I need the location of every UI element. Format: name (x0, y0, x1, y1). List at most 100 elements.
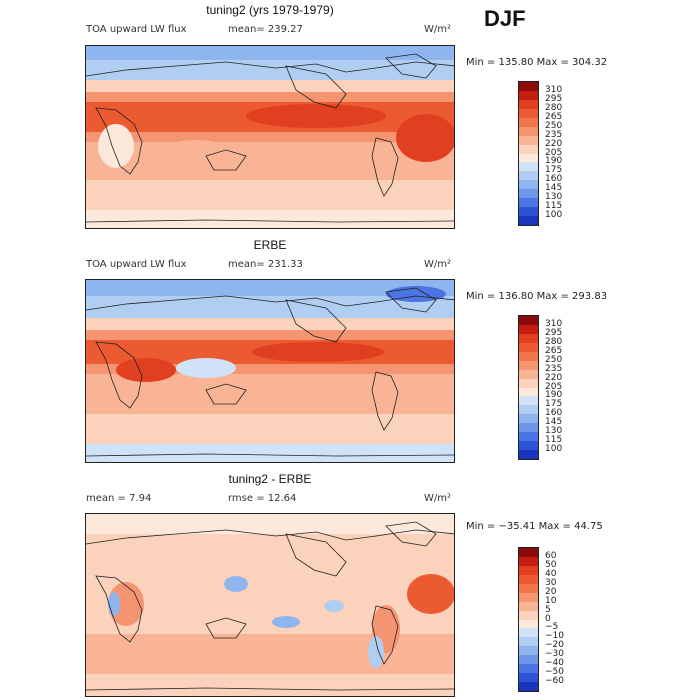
colorbar-segment (519, 574, 538, 584)
colorbar-tick-label: 250 (545, 354, 563, 365)
panel-1-title: tuning2 (yrs 1979-1979) (206, 3, 334, 17)
colorbar-tick-label: −60 (545, 676, 564, 687)
colorbar-segment (519, 126, 538, 136)
colorbar-segment (519, 673, 538, 683)
colorbar-tick-label: −20 (545, 640, 564, 651)
panel-2-map (85, 279, 455, 463)
colorbar-tick-label: 205 (545, 381, 563, 392)
colorbar-tick-label: 100 (545, 210, 563, 221)
season-label: DJF (484, 6, 526, 31)
colorbar-segment (519, 82, 538, 91)
colorbar-tick-label: 100 (545, 444, 563, 455)
colorbar-segment (519, 144, 538, 154)
panel-2-title: ERBE (253, 238, 287, 252)
panel-3-units: W/m² (424, 493, 452, 504)
colorbar-segment (519, 378, 538, 388)
panel-3-colorbar (518, 547, 539, 692)
colorbar-tick-label: 115 (545, 201, 563, 212)
colorbar-tick-label: −30 (545, 649, 564, 660)
colorbar-tick-label: 310 (545, 84, 563, 95)
colorbar-tick-label: 50 (545, 559, 557, 570)
colorbar-segment (519, 108, 538, 118)
panel-3-title: tuning2 - ERBE (228, 472, 312, 486)
colorbar-tick-label: −40 (545, 658, 564, 669)
colorbar-segment (519, 387, 538, 397)
panel-2-map-field (86, 280, 454, 462)
panel-2-variable-label: TOA upward LW flux (86, 259, 187, 270)
panel-2-minmax: Min = 136.80 Max = 293.83 (466, 291, 608, 302)
colorbar-tick-label: 160 (545, 408, 563, 419)
colorbar-tick-label: 130 (545, 192, 563, 203)
colorbar-tick-label: 175 (545, 399, 563, 410)
panel-1-map (85, 45, 455, 229)
colorbar-segment (519, 682, 538, 691)
colorbar-segment (519, 99, 538, 109)
colorbar-segment (519, 351, 538, 361)
colorbar-tick-label: 220 (545, 138, 563, 149)
colorbar-segment (519, 153, 538, 163)
colorbar-segment (519, 610, 538, 620)
colorbar-segment (519, 414, 538, 424)
panel-1-colorbar (518, 81, 539, 226)
colorbar-tick-label: 220 (545, 372, 563, 383)
colorbar-tick-label: 30 (545, 577, 557, 588)
colorbar-segment (519, 601, 538, 611)
colorbar-segment (519, 548, 538, 557)
colorbar-segment (519, 441, 538, 451)
panel-2-colorbar (518, 315, 539, 460)
colorbar-segment (519, 117, 538, 127)
colorbar-tick-label: 190 (545, 390, 563, 401)
colorbar-segment (519, 423, 538, 433)
colorbar-tick-label: 235 (545, 129, 563, 140)
colorbar-tick-label: 250 (545, 120, 563, 131)
colorbar-segment (519, 646, 538, 656)
colorbar-segment (519, 637, 538, 647)
colorbar-segment (519, 655, 538, 665)
colorbar-tick-label: 295 (545, 93, 563, 104)
colorbar-segment (519, 180, 538, 190)
colorbar-segment (519, 333, 538, 343)
colorbar-tick-label: 145 (545, 183, 563, 194)
colorbar-segment (519, 583, 538, 593)
colorbar-tick-label: 60 (545, 550, 557, 561)
colorbar-segment (519, 664, 538, 674)
colorbar-segment (519, 207, 538, 217)
colorbar-tick-label: 190 (545, 156, 563, 167)
colorbar-tick-label: 280 (545, 336, 563, 347)
colorbar-segment (519, 198, 538, 208)
colorbar-tick-label: 130 (545, 426, 563, 437)
colorbar-segment (519, 450, 538, 459)
colorbar-segment (519, 162, 538, 172)
colorbar-segment (519, 556, 538, 566)
colorbar-tick-label: 145 (545, 417, 563, 428)
colorbar-segment (519, 324, 538, 334)
colorbar-tick-label: 10 (545, 595, 557, 606)
colorbar-tick-label: 265 (545, 111, 563, 122)
colorbar-tick-label: −50 (545, 667, 564, 678)
colorbar-tick-label: 20 (545, 586, 557, 597)
panel-1-map-field (86, 46, 454, 228)
colorbar-segment (519, 619, 538, 629)
colorbar-segment (519, 432, 538, 442)
panel-1-mean: mean= 239.27 (228, 24, 303, 35)
panel-1-units: W/m² (424, 24, 452, 35)
colorbar-tick-label: 280 (545, 102, 563, 113)
colorbar-tick-label: 310 (545, 318, 563, 329)
colorbar-tick-label: 205 (545, 147, 563, 158)
colorbar-segment (519, 592, 538, 602)
colorbar-segment (519, 316, 538, 325)
colorbar-segment (519, 216, 538, 225)
colorbar-tick-label: 295 (545, 327, 563, 338)
colorbar-tick-label: 160 (545, 174, 563, 185)
colorbar-segment (519, 189, 538, 199)
colorbar-tick-label: 175 (545, 165, 563, 176)
panel-3-rmse: rmse = 12.64 (228, 493, 297, 504)
colorbar-segment (519, 565, 538, 575)
colorbar-tick-label: 0 (545, 613, 551, 624)
colorbar-tick-label: 5 (545, 604, 551, 615)
panel-2-units: W/m² (424, 259, 452, 270)
colorbar-segment (519, 135, 538, 145)
panel-3-mean: mean = 7.94 (86, 493, 152, 504)
colorbar-segment (519, 369, 538, 379)
colorbar-segment (519, 360, 538, 370)
